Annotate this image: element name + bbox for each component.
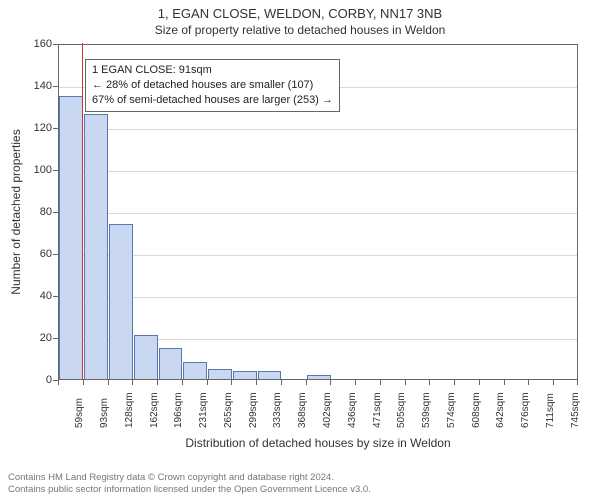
histogram-bar bbox=[258, 371, 282, 379]
histogram-bar bbox=[134, 335, 158, 379]
xtick-mark bbox=[132, 380, 133, 385]
xtick-label: 505sqm bbox=[396, 392, 407, 428]
xtick-mark bbox=[504, 380, 505, 385]
info-box-line: ← 28% of detached houses are smaller (10… bbox=[92, 78, 333, 93]
xtick-mark bbox=[355, 380, 356, 385]
xtick-mark bbox=[479, 380, 480, 385]
ytick-label: 100 bbox=[24, 164, 52, 176]
chart-title-line1: 1, EGAN CLOSE, WELDON, CORBY, NN17 3NB bbox=[0, 0, 600, 21]
xtick-mark bbox=[553, 380, 554, 385]
ytick-mark bbox=[53, 128, 58, 129]
histogram-bar bbox=[84, 114, 108, 379]
xtick-mark bbox=[405, 380, 406, 385]
xtick-mark bbox=[58, 380, 59, 385]
ytick-mark bbox=[53, 254, 58, 255]
xtick-label: 471sqm bbox=[372, 392, 383, 428]
xtick-label: 642sqm bbox=[495, 392, 506, 428]
footer-line2: Contains public sector information licen… bbox=[8, 484, 371, 496]
xtick-mark bbox=[108, 380, 109, 385]
histogram-bar bbox=[59, 96, 83, 380]
ytick-label: 140 bbox=[24, 80, 52, 92]
xtick-mark bbox=[157, 380, 158, 385]
xtick-label: 436sqm bbox=[347, 392, 358, 428]
xtick-mark bbox=[577, 380, 578, 385]
xtick-label: 333sqm bbox=[272, 392, 283, 428]
histogram-bar bbox=[307, 375, 331, 379]
xtick-label: 299sqm bbox=[248, 392, 259, 428]
xtick-mark bbox=[231, 380, 232, 385]
xtick-label: 745sqm bbox=[570, 392, 581, 428]
xtick-mark bbox=[207, 380, 208, 385]
xtick-label: 128sqm bbox=[124, 392, 135, 428]
histogram-bar bbox=[208, 369, 232, 380]
ytick-label: 20 bbox=[24, 332, 52, 344]
xtick-label: 59sqm bbox=[74, 398, 85, 428]
plot-area: 1 EGAN CLOSE: 91sqm← 28% of detached hou… bbox=[58, 44, 578, 380]
xtick-label: 574sqm bbox=[446, 392, 457, 428]
chart-title-line2: Size of property relative to detached ho… bbox=[0, 21, 600, 37]
info-box: 1 EGAN CLOSE: 91sqm← 28% of detached hou… bbox=[85, 59, 340, 112]
xtick-label: 93sqm bbox=[99, 398, 110, 428]
ytick-mark bbox=[53, 86, 58, 87]
x-axis-label: Distribution of detached houses by size … bbox=[58, 436, 578, 450]
xtick-mark bbox=[330, 380, 331, 385]
ytick-label: 160 bbox=[24, 38, 52, 50]
gridline bbox=[59, 255, 577, 256]
ytick-mark bbox=[53, 44, 58, 45]
footer-attribution: Contains HM Land Registry data © Crown c… bbox=[8, 472, 371, 496]
xtick-label: 162sqm bbox=[149, 392, 160, 428]
xtick-label: 608sqm bbox=[471, 392, 482, 428]
xtick-mark bbox=[454, 380, 455, 385]
gridline bbox=[59, 129, 577, 130]
xtick-label: 539sqm bbox=[421, 392, 432, 428]
xtick-label: 368sqm bbox=[297, 392, 308, 428]
ytick-label: 40 bbox=[24, 290, 52, 302]
ytick-label: 80 bbox=[24, 206, 52, 218]
histogram-bar bbox=[159, 348, 183, 380]
xtick-mark bbox=[528, 380, 529, 385]
gridline bbox=[59, 213, 577, 214]
histogram-bar bbox=[233, 371, 257, 379]
xtick-label: 711sqm bbox=[545, 393, 556, 428]
gridline bbox=[59, 171, 577, 172]
footer-line1: Contains HM Land Registry data © Crown c… bbox=[8, 472, 371, 484]
xtick-label: 231sqm bbox=[198, 392, 209, 428]
ytick-mark bbox=[53, 296, 58, 297]
histogram-bar bbox=[183, 362, 207, 379]
gridline bbox=[59, 297, 577, 298]
ytick-label: 0 bbox=[24, 374, 52, 386]
y-axis-label: Number of detached properties bbox=[9, 129, 23, 294]
xtick-mark bbox=[306, 380, 307, 385]
ytick-mark bbox=[53, 170, 58, 171]
xtick-mark bbox=[182, 380, 183, 385]
xtick-mark bbox=[380, 380, 381, 385]
ytick-mark bbox=[53, 338, 58, 339]
info-box-line: 1 EGAN CLOSE: 91sqm bbox=[92, 63, 333, 78]
xtick-label: 265sqm bbox=[223, 392, 234, 428]
xtick-label: 196sqm bbox=[173, 392, 184, 428]
histogram-bar bbox=[109, 224, 133, 379]
property-marker-line bbox=[82, 43, 83, 379]
xtick-mark bbox=[83, 380, 84, 385]
xtick-label: 676sqm bbox=[520, 392, 531, 428]
xtick-mark bbox=[281, 380, 282, 385]
ytick-mark bbox=[53, 212, 58, 213]
ytick-label: 60 bbox=[24, 248, 52, 260]
xtick-mark bbox=[429, 380, 430, 385]
info-box-line: 67% of semi-detached houses are larger (… bbox=[92, 93, 333, 108]
xtick-label: 402sqm bbox=[322, 392, 333, 428]
ytick-label: 120 bbox=[24, 122, 52, 134]
xtick-mark bbox=[256, 380, 257, 385]
